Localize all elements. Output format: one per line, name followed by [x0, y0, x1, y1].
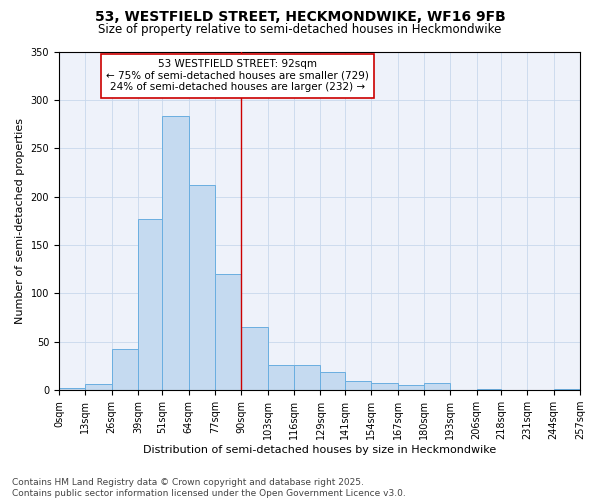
- X-axis label: Distribution of semi-detached houses by size in Heckmondwike: Distribution of semi-detached houses by …: [143, 445, 496, 455]
- Bar: [188, 185, 215, 390]
- Bar: [371, 384, 398, 390]
- Bar: [59, 388, 85, 390]
- Bar: [424, 384, 450, 390]
- Bar: [294, 365, 320, 390]
- Bar: [215, 274, 241, 390]
- Bar: [398, 386, 424, 390]
- Text: 53, WESTFIELD STREET, HECKMONDWIKE, WF16 9FB: 53, WESTFIELD STREET, HECKMONDWIKE, WF16…: [95, 10, 505, 24]
- Bar: [268, 365, 294, 390]
- Text: 53 WESTFIELD STREET: 92sqm
← 75% of semi-detached houses are smaller (729)
24% o: 53 WESTFIELD STREET: 92sqm ← 75% of semi…: [106, 59, 369, 92]
- Y-axis label: Number of semi-detached properties: Number of semi-detached properties: [15, 118, 25, 324]
- Bar: [138, 219, 163, 390]
- Bar: [112, 348, 138, 390]
- Bar: [241, 328, 268, 390]
- Bar: [320, 372, 345, 390]
- Text: Size of property relative to semi-detached houses in Heckmondwike: Size of property relative to semi-detach…: [98, 22, 502, 36]
- Bar: [345, 380, 371, 390]
- Text: Contains HM Land Registry data © Crown copyright and database right 2025.
Contai: Contains HM Land Registry data © Crown c…: [12, 478, 406, 498]
- Bar: [85, 384, 112, 390]
- Bar: [163, 116, 188, 390]
